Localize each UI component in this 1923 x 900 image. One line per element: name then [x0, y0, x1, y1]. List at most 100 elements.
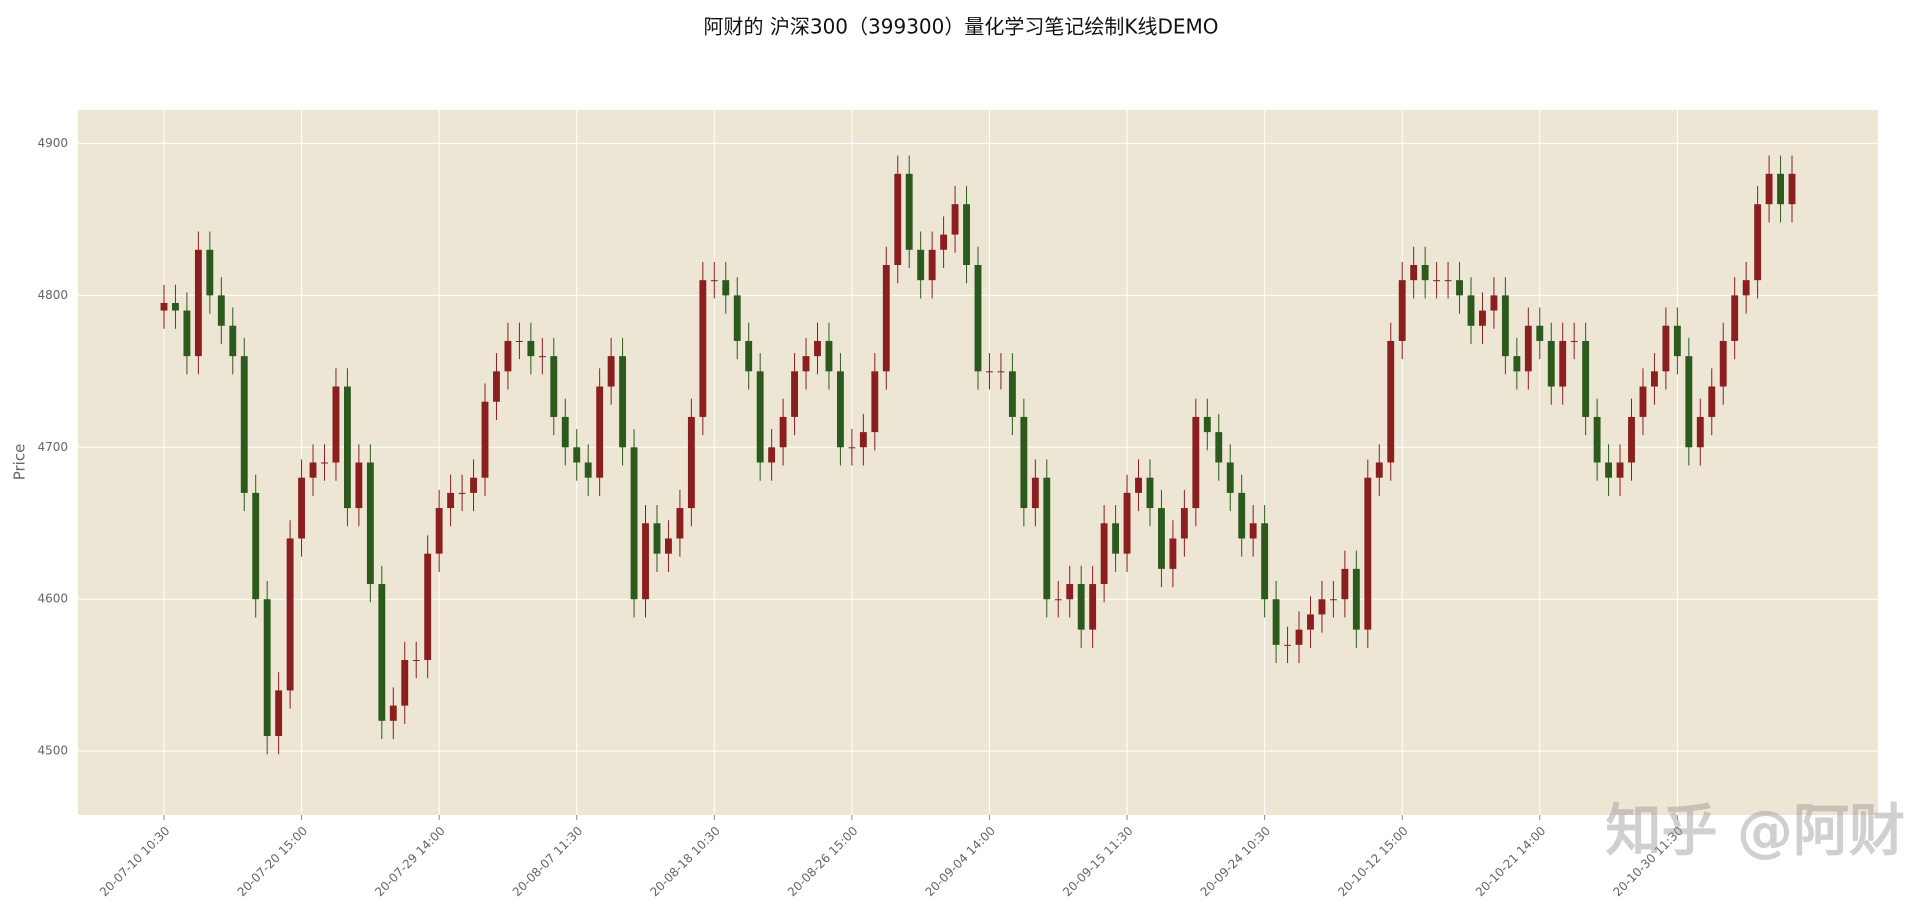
- y-tick-label: 4700: [37, 440, 68, 454]
- candle-body: [1547, 340, 1555, 387]
- candle-body: [802, 356, 810, 372]
- candle-body: [665, 538, 672, 554]
- candle-body: [1570, 340, 1578, 342]
- candle-body: [722, 280, 730, 296]
- candle-body: [1169, 538, 1177, 569]
- candle-body: [504, 340, 512, 372]
- y-axis-label: Price: [11, 444, 29, 481]
- x-tick-label: 20-09-15 11:30: [1060, 824, 1136, 900]
- candle-body: [1650, 371, 1658, 387]
- candle-body: [550, 356, 558, 417]
- candle-body: [1261, 523, 1269, 600]
- candle-body: [1559, 340, 1567, 387]
- candle-body: [1352, 568, 1360, 630]
- candle-body: [687, 416, 695, 509]
- candle-body: [194, 249, 202, 357]
- candle-body: [1043, 477, 1051, 600]
- candle-body: [791, 371, 798, 417]
- candle-body: [1708, 386, 1716, 417]
- x-tick-label: 20-08-18 10:30: [647, 824, 723, 900]
- candle-body: [1100, 523, 1108, 585]
- candle-body: [470, 477, 477, 493]
- candle-body: [1008, 371, 1016, 417]
- candle-body: [1536, 325, 1544, 341]
- candle-body: [733, 295, 741, 341]
- candle-body: [343, 386, 351, 509]
- candle-body: [1673, 325, 1681, 357]
- candle-body: [871, 371, 879, 433]
- candle-body: [1662, 325, 1670, 372]
- candle-body: [1295, 629, 1303, 645]
- candle-body: [355, 462, 363, 509]
- x-tick-label: 20-07-29 14:00: [372, 824, 448, 900]
- candle-body: [1582, 340, 1590, 417]
- candle-body: [1765, 173, 1773, 205]
- candle-body: [1501, 295, 1509, 357]
- candle-body: [252, 492, 260, 600]
- candle-body: [447, 492, 455, 509]
- candle-body: [1605, 462, 1613, 478]
- candle-body: [1742, 280, 1750, 296]
- candle-body: [275, 690, 283, 736]
- candle-body: [332, 386, 340, 463]
- candle-body: [986, 371, 993, 373]
- candle-body: [1444, 280, 1452, 282]
- candle-body: [848, 447, 856, 449]
- candle-body: [997, 371, 1005, 373]
- candle-body: [1031, 477, 1039, 509]
- x-tick-label: 20-10-12 15:00: [1335, 824, 1411, 900]
- candle-body: [1329, 599, 1337, 601]
- watermark: 知乎 @阿财: [1606, 799, 1906, 864]
- candle-body: [573, 447, 581, 463]
- candle-body: [389, 705, 397, 721]
- candle-body: [642, 523, 649, 600]
- candle-body: [1421, 264, 1429, 281]
- candle-body: [1341, 568, 1349, 600]
- candle-body: [836, 371, 844, 448]
- candle-body: [435, 508, 443, 554]
- candle-body: [1524, 325, 1532, 372]
- candle-body: [756, 371, 764, 463]
- candle-body: [183, 310, 191, 357]
- candle-body: [814, 340, 821, 357]
- candle-body: [160, 302, 168, 311]
- candle-body: [1754, 204, 1762, 281]
- y-tick-label: 4500: [37, 744, 68, 758]
- candle-body: [1226, 462, 1234, 493]
- candle-body: [1249, 523, 1257, 539]
- candle-body: [1788, 173, 1796, 205]
- candle-body: [206, 249, 214, 296]
- plot-area: [78, 110, 1878, 815]
- candle-body: [1593, 416, 1601, 463]
- candle-body: [1731, 295, 1739, 341]
- candle-body: [1318, 599, 1326, 615]
- candle-body: [1020, 416, 1028, 509]
- candle-body: [699, 280, 707, 417]
- candle-body: [538, 356, 546, 358]
- candle-body: [1077, 584, 1085, 630]
- candle-body: [1203, 416, 1211, 433]
- candle-body: [298, 477, 306, 539]
- candle-body: [1375, 462, 1383, 478]
- candle-body: [1387, 340, 1395, 463]
- candle-body: [1696, 416, 1704, 448]
- candle-body: [1089, 584, 1097, 630]
- candle-body: [1066, 584, 1074, 600]
- candle-body: [779, 416, 787, 448]
- candle-body: [240, 356, 248, 493]
- x-tick-label: 20-09-04 14:00: [922, 824, 998, 900]
- candle-body: [378, 584, 386, 721]
- candle-body: [1467, 295, 1475, 326]
- candle-body: [1410, 264, 1418, 281]
- candle-body: [963, 204, 970, 265]
- candle-body: [882, 264, 890, 372]
- candle-body: [974, 264, 982, 372]
- candle-body: [584, 462, 592, 478]
- candle-body: [561, 416, 569, 448]
- candle-body: [905, 173, 913, 250]
- candle-body: [493, 371, 500, 402]
- chart-title: 阿财的 沪深300（399300）量化学习笔记绘制K线DEMO: [703, 15, 1218, 39]
- candle-body: [859, 432, 867, 448]
- y-tick-label: 4900: [37, 136, 68, 150]
